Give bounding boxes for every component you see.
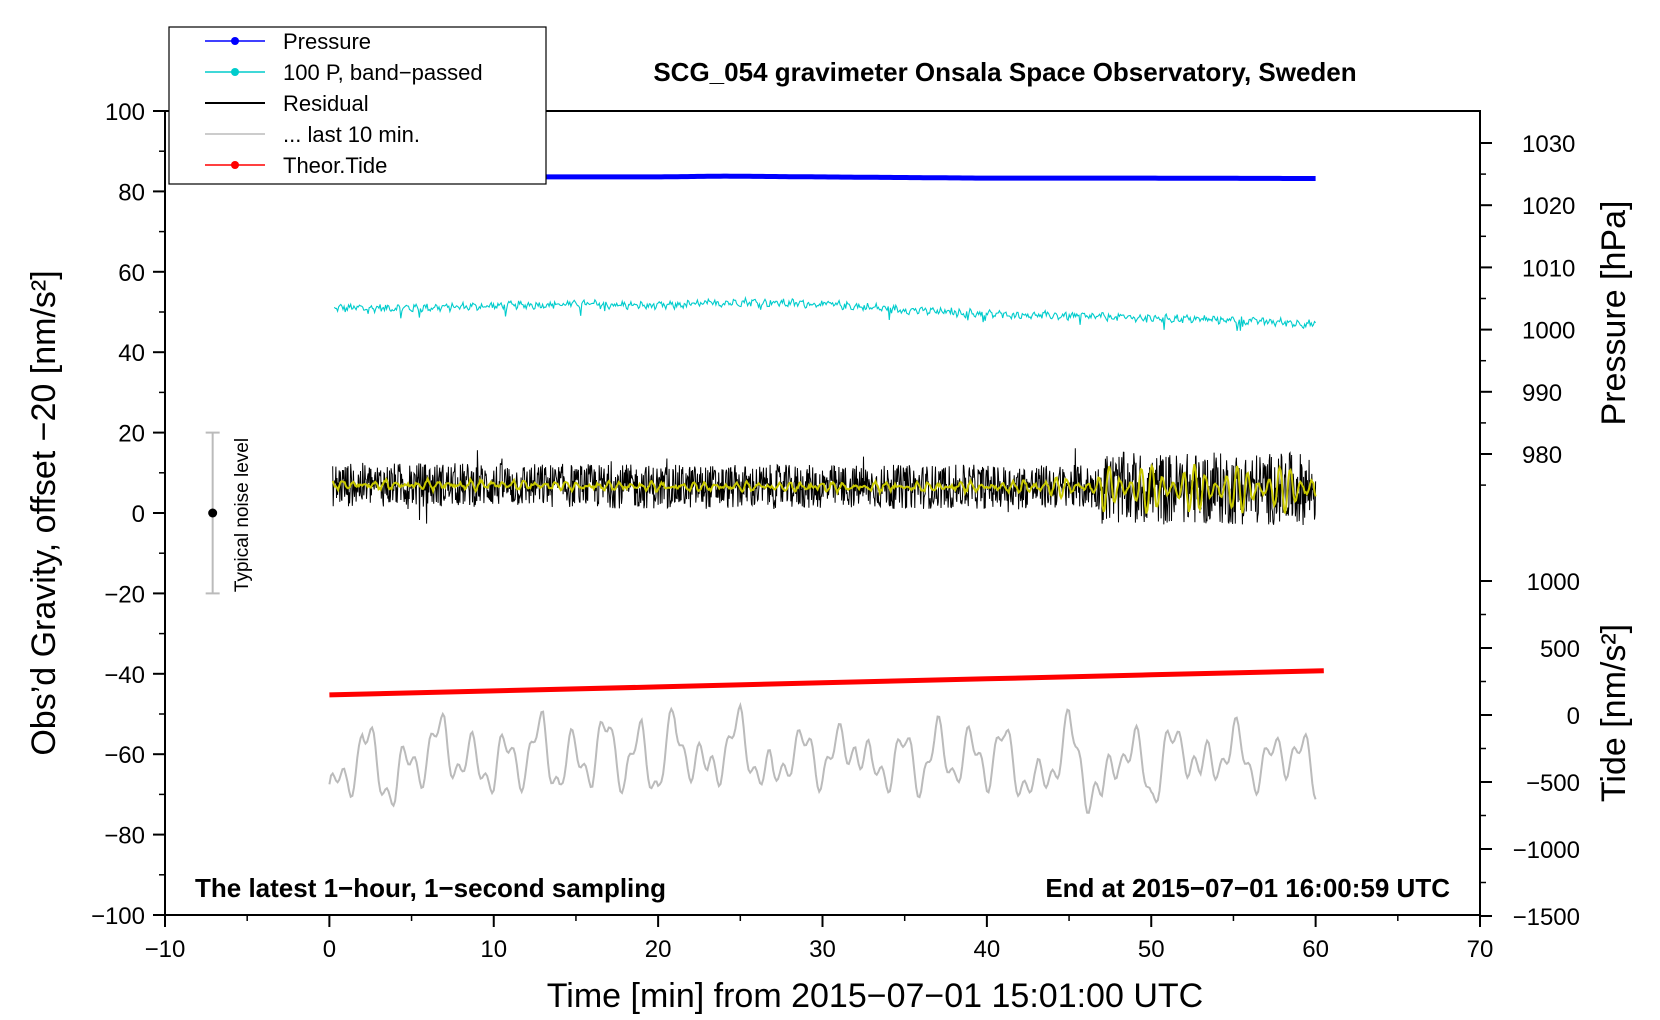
series-band-passed-pressure: [333, 295, 1317, 331]
x-tick-label: 10: [480, 936, 507, 963]
y-tick-label: 0: [132, 501, 145, 528]
series-layer: [328, 173, 1324, 814]
y-tick-label: 60: [118, 260, 145, 287]
y-tick-label: 80: [118, 179, 145, 206]
y-tick-label: −20: [104, 581, 145, 608]
pressure-axis: 980 990 1000 1010 1020 1030: [1480, 131, 1575, 486]
tide-tick-label: 1000: [1527, 569, 1580, 596]
legend-label: 100 P, band−passed: [283, 60, 483, 85]
noise-bar-center-dot: [208, 508, 218, 518]
end-time-note: End at 2015−07−01 16:00:59 UTC: [1045, 873, 1450, 903]
x-tick-label: 20: [645, 936, 672, 963]
pressure-tick-label: 1020: [1522, 193, 1575, 220]
tide-tick-label: −1000: [1513, 837, 1580, 864]
pressure-tick-label: 1000: [1522, 318, 1575, 345]
pressure-tick-label: 1010: [1522, 255, 1575, 282]
legend-label: Theor.Tide: [283, 153, 387, 178]
noise-level-bar: [205, 431, 220, 595]
pressure-tick-label: 1030: [1522, 131, 1575, 158]
series-last-10-min: [328, 701, 1317, 814]
y-tick-label: −60: [104, 742, 145, 769]
noise-label: Typical noise level: [232, 438, 253, 592]
legend-marker: [231, 68, 239, 76]
legend-label: Pressure: [283, 29, 371, 54]
y-tick-label: 20: [118, 421, 145, 448]
tide-tick-label: 0: [1567, 703, 1580, 730]
y-tick-label: −80: [104, 823, 145, 850]
legend-marker: [231, 37, 239, 45]
x-tick-label: −10: [145, 936, 186, 963]
x-tick-label: 50: [1138, 936, 1165, 963]
y-tick-label: 100: [105, 99, 145, 126]
tide-axis: −1500 −1000 −500 0 500 1000: [1480, 569, 1580, 931]
tide-tick-label: −1500: [1513, 904, 1580, 931]
pressure-tick-label: 980: [1522, 442, 1562, 469]
x-tick-label: 70: [1467, 936, 1494, 963]
x-tick-label: 30: [809, 936, 836, 963]
legend-label: ... last 10 min.: [283, 122, 420, 147]
bottom-axis: −10 0 10 20 30 40 50 60 70: [145, 915, 1494, 963]
legend-box: [168, 26, 547, 185]
tide-tick-label: 500: [1540, 636, 1580, 663]
x-tick-label: 40: [974, 936, 1001, 963]
legend-marker: [231, 161, 239, 169]
series-residual: [332, 448, 1317, 526]
tide-tick-label: −500: [1526, 770, 1580, 797]
sampling-note: The latest 1−hour, 1−second sampling: [195, 873, 666, 903]
legend-label: Residual: [283, 91, 369, 116]
pressure-tick-label: 990: [1522, 380, 1562, 407]
y-axis-title-left: Obs’d Gravity, offset −20 [nm/s²]: [25, 270, 63, 755]
left-axis: −100 −80 −60 −40 −20 0 20 40 60 80 100: [91, 99, 165, 930]
series-residual-smoothed: [331, 463, 1317, 514]
y-tick-label: −100: [91, 903, 145, 930]
series-theor-tide: [329, 668, 1324, 698]
legend: Pressure 100 P, band−passed Residual ... la…: [168, 26, 547, 185]
chart-title: SCG_054 gravimeter Onsala Space Observat…: [653, 57, 1356, 87]
x-tick-label: 60: [1302, 936, 1329, 963]
x-axis-title: Time [min] from 2015−07−01 15:01:00 UTC: [547, 977, 1203, 1015]
y-axis-title-tide: Tide [nm/s²]: [1595, 624, 1633, 802]
y-tick-label: −40: [104, 662, 145, 689]
x-tick-label: 0: [323, 936, 336, 963]
y-axis-title-pressure: Pressure [hPa]: [1595, 201, 1633, 426]
y-tick-label: 40: [118, 340, 145, 367]
